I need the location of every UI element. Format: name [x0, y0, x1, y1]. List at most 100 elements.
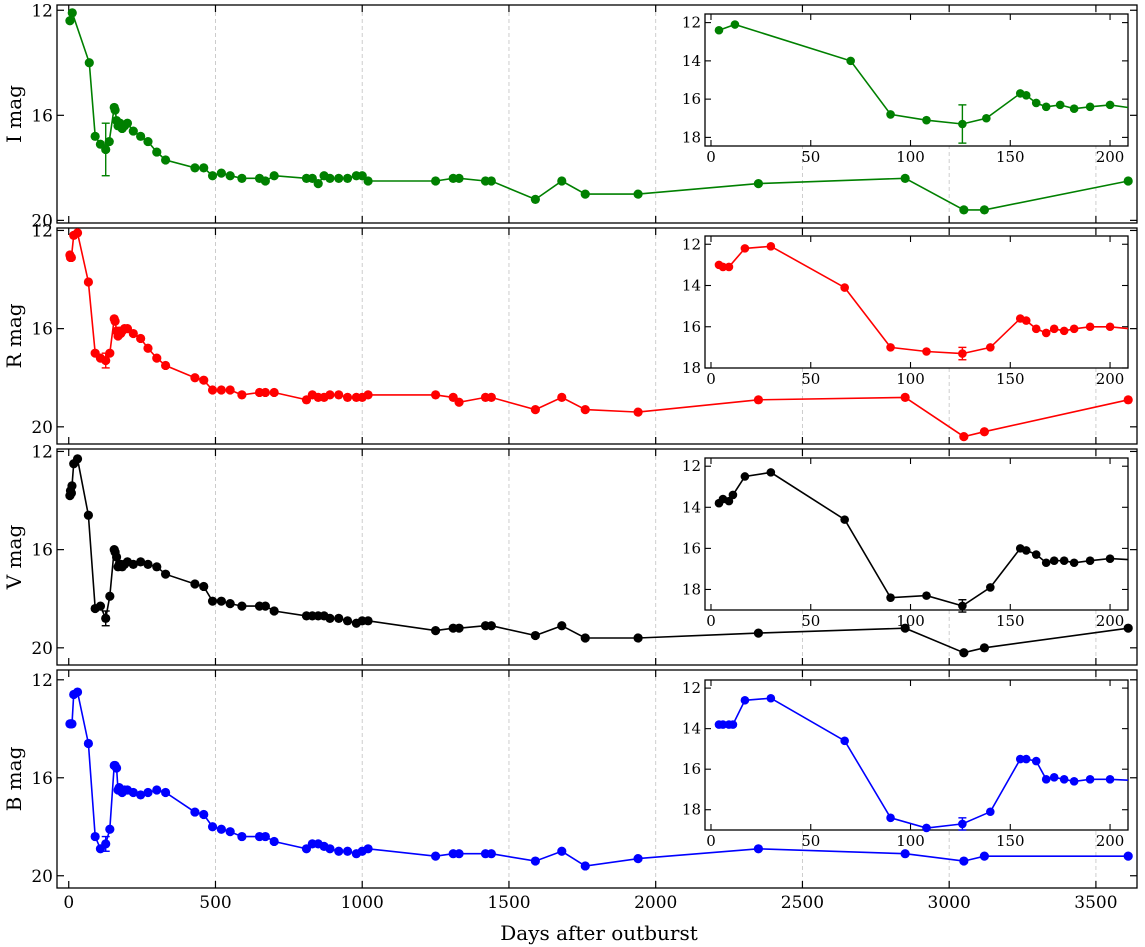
data-point [143, 136, 153, 147]
inset-data-point [724, 262, 734, 272]
data-point [260, 387, 270, 398]
inset-data-point [1021, 91, 1031, 100]
y-tick-label: 12 [31, 671, 53, 691]
data-point [430, 851, 441, 861]
data-point [363, 844, 373, 854]
x-tick-label: 3000 [928, 893, 971, 913]
inset-x-tick-label: 100 [896, 832, 925, 850]
data-point [342, 392, 353, 402]
data-point [67, 719, 77, 729]
inset-data-point [1069, 777, 1079, 786]
inset-data-point [1041, 775, 1051, 784]
inset-x-tick-label: 200 [1096, 832, 1125, 850]
inset-data-point [1021, 546, 1031, 555]
data-point [260, 176, 270, 186]
data-point [237, 601, 247, 611]
inset-data-point [1031, 756, 1041, 766]
data-point [486, 621, 496, 631]
data-point [105, 591, 115, 601]
data-point [111, 763, 122, 773]
y-tick-label: 12 [31, 442, 53, 462]
inset-x-tick-label: 100 [896, 370, 925, 388]
data-point [190, 373, 200, 383]
inset-data-point [886, 110, 895, 119]
data-point [110, 105, 120, 115]
data-point [454, 173, 464, 183]
data-point [143, 559, 153, 569]
data-point [633, 407, 643, 417]
inset-data-point [740, 695, 750, 705]
inset-data-point [982, 113, 991, 123]
data-point [753, 844, 764, 854]
data-point [557, 621, 567, 631]
data-point [128, 328, 138, 339]
inset-data-point [766, 468, 776, 477]
inset-data-point [922, 591, 931, 600]
data-point [199, 809, 209, 820]
data-point [900, 623, 910, 633]
inset-data-point [1041, 558, 1051, 568]
inset-data-point [718, 720, 728, 729]
data-point [959, 205, 969, 215]
data-point [101, 839, 111, 849]
data-point [486, 849, 496, 859]
data-point [454, 397, 464, 407]
data-point [67, 8, 77, 18]
inset-I: 0 50 100 150 200 12 14 16 18 [682, 13, 1129, 166]
data-point [486, 392, 496, 402]
data-point [530, 630, 540, 641]
y-tick-label: 20 [31, 418, 53, 438]
data-point [325, 173, 335, 183]
data-point [325, 844, 335, 854]
y-tick-label: 12 [31, 1, 53, 21]
inset-x-tick-label: 200 [1096, 370, 1125, 388]
inset-y-tick-label: 14 [682, 52, 701, 70]
data-point [363, 616, 373, 626]
data-point [101, 144, 111, 155]
inset-y-tick-label: 12 [682, 457, 701, 475]
panel-frame [56, 227, 1138, 445]
data-point [225, 171, 235, 181]
data-point [190, 163, 200, 173]
inset-x-tick-label: 150 [996, 612, 1025, 630]
inset-x-tick-label: 0 [706, 832, 716, 850]
data-point [72, 454, 83, 464]
data-point [753, 395, 764, 405]
data-point [90, 831, 100, 842]
inset-data-point [1049, 772, 1059, 782]
data-point [557, 846, 567, 856]
data-point [110, 316, 120, 326]
data-point [334, 390, 344, 400]
panel-R: 12 16 20 R mag 0 50 100 150 200 12 14 16 18 [2, 221, 1138, 445]
inset-data-point [1105, 775, 1115, 784]
inset-x-tick-label: 200 [1096, 148, 1125, 166]
inset-y-tick-label: 12 [682, 235, 701, 253]
panel-V: 12 16 20 V mag 0 50 100 150 200 12 14 16 18 [2, 442, 1138, 666]
inset-data-point [958, 349, 967, 358]
data-point [111, 552, 122, 562]
data-point [72, 228, 83, 238]
data-point [1123, 395, 1133, 405]
y-tick-label: 16 [31, 541, 53, 561]
data-point [900, 392, 910, 402]
data-point [979, 851, 989, 861]
inset-data-point [958, 819, 967, 829]
x-tick-label: 1500 [487, 893, 530, 913]
data-point [580, 633, 590, 643]
inset-data-point [958, 601, 967, 611]
inset-x-tick-label: 150 [996, 832, 1025, 850]
inset-data-point [1085, 322, 1095, 332]
inset-data-point [922, 823, 931, 833]
data-point [260, 601, 270, 611]
inset-data-point [730, 20, 740, 29]
inset-data-point [1069, 324, 1079, 334]
inset-data-point [766, 242, 776, 251]
data-point [65, 16, 75, 26]
data-point [66, 252, 76, 263]
inset-data-point [922, 115, 931, 125]
data-point [160, 360, 171, 371]
data-point [128, 126, 138, 136]
inset-x-tick-label: 50 [801, 832, 820, 850]
data-point [83, 277, 94, 287]
